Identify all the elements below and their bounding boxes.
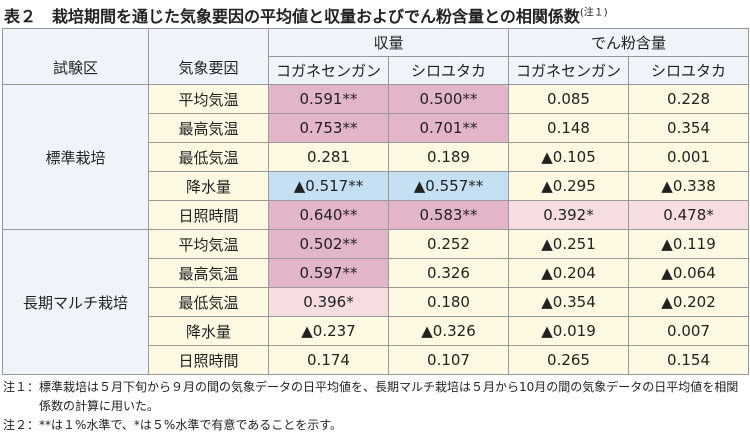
section-label: 長期マルチ栽培 [2,229,149,375]
coefficient-cell: 0.591** [268,84,389,114]
coefficient-cell: ▲0.237 [268,316,389,346]
coefficient-cell: 0.228 [628,84,750,114]
coefficient-cell: ▲0.354 [508,287,630,317]
factor-label: 日照時間 [148,200,269,230]
coefficient-cell: 0.583** [387,200,510,230]
data-row: 降水量 ▲0.237 ▲0.326 ▲0.019 0.007 [3,316,750,346]
factor-label: 降水量 [148,316,269,346]
coefficient-cell: 0.392* [508,200,630,230]
coefficient-cell: 0.007 [628,316,750,346]
coefficient-cell: ▲0.338 [628,171,750,201]
data-row: 降水量 ▲0.517** ▲0.557** ▲0.295 ▲0.338 [3,171,750,201]
title-note: (注１) [579,7,608,19]
data-row: 日照時間 0.640** 0.583** 0.392* 0.478* [3,200,750,230]
note: 注２：**は１%水準で、*は５%水準で有意であることを示す。 [3,418,343,432]
coefficient-cell: 0.107 [387,345,510,375]
coefficient-cell: ▲0.251 [508,229,630,259]
data-row: 最低気温 0.396* 0.180 ▲0.354 ▲0.202 [3,287,750,317]
coefficient-cell: 0.085 [508,84,630,114]
notes: 注１：標準栽培は５月下旬から９月の間の気象データの日平均値を、長期マルチ栽培は５… [3,378,747,435]
factor-label: 最高気温 [148,258,269,288]
coefficient-cell: 0.265 [508,345,630,375]
data-row: 標準栽培 平均気温 0.591** 0.500** 0.085 0.228 [2,84,750,230]
variety-header: コガネセンガン [508,56,630,85]
coefficient-cell: 0.154 [628,345,750,375]
factor-label: 平均気温 [148,84,269,114]
coefficient-cell: 0.189 [387,142,510,172]
coefficient-cell: 0.148 [508,113,630,143]
variety-header: シロユタカ [387,56,510,85]
note: 注１：標準栽培は５月下旬から９月の間の気象データの日平均値を、長期マルチ栽培は５… [3,380,739,413]
factor-label: 日照時間 [148,345,269,375]
coefficient-cell: 0.500** [387,84,510,114]
coefficient-cell: ▲0.295 [508,171,630,201]
header-row: コガネセンガン シロユタカ コガネセンガン シロユタカ [3,56,750,85]
coefficient-cell: 0.180 [387,287,510,317]
factor-label: 最高気温 [148,113,269,143]
data-row: 最高気温 0.597** 0.326 ▲0.204 ▲0.064 [3,258,750,288]
coefficient-cell: 0.281 [268,142,389,172]
coefficient-cell: ▲0.557** [387,171,510,201]
coefficient-cell: ▲0.105 [508,142,630,172]
group-header: 収量 [267,28,510,57]
coefficient-cell: 0.502** [268,229,389,259]
data-row: 最高気温 0.753** 0.701** 0.148 0.354 [3,113,750,143]
coefficient-cell: ▲0.119 [628,229,750,259]
coefficient-cell: 0.396* [268,287,389,317]
coefficient-cell: 0.478* [628,200,750,230]
variety-header: コガネセンガン [268,56,389,85]
factor-label: 平均気温 [148,229,269,259]
title: 表２ 栽培期間を通じた気象要因の平均値と収量およびでん粉含量との相関係数 [4,7,580,26]
group-header: でん粉含量 [508,28,750,57]
factor-header: 気象要因 [148,28,269,85]
factor-label: 最低気温 [148,142,269,172]
section-label: 標準栽培 [2,84,149,230]
coefficient-cell: ▲0.204 [508,258,630,288]
data-row: 最低気温 0.281 0.189 ▲0.105 0.001 [3,142,750,172]
title-block: 表２ 栽培期間を通じた気象要因の平均値と収量およびでん粉含量との相関係数(注１) [4,3,608,27]
coefficient-cell: 0.001 [628,142,750,172]
header-row: 試験区 気象要因 収量 でん粉含量 [2,28,750,85]
coefficient-cell: ▲0.326 [387,316,510,346]
coefficient-cell: 0.640** [268,200,389,230]
coefficient-cell: 0.354 [628,113,750,143]
coefficient-cell: 0.252 [387,229,510,259]
factor-label: 降水量 [148,171,269,201]
coefficient-cell: 0.174 [268,345,389,375]
coefficient-cell: 0.753** [268,113,389,143]
data-row: 長期マルチ栽培 平均気温 0.502** 0.252 ▲0.251 ▲0.119 [2,229,750,375]
variety-header: シロユタカ [628,56,750,85]
factor-label: 最低気温 [148,287,269,317]
coefficient-cell: 0.597** [268,258,389,288]
data-row: 日照時間 0.174 0.107 0.265 0.154 [3,345,750,375]
coefficient-cell: 0.701** [387,113,510,143]
coefficient-cell: ▲0.517** [268,171,389,201]
coefficient-cell: ▲0.202 [628,287,750,317]
coefficient-cell: 0.326 [387,258,510,288]
correlation-table: 試験区 気象要因 収量 でん粉含量 コガネセンガン シロユタカ コガネセンガン シロユタカ 標準… [2,28,750,375]
coefficient-cell: ▲0.064 [628,258,750,288]
coefficient-cell: ▲0.019 [508,316,630,346]
plot-header: 試験区 [2,28,149,85]
